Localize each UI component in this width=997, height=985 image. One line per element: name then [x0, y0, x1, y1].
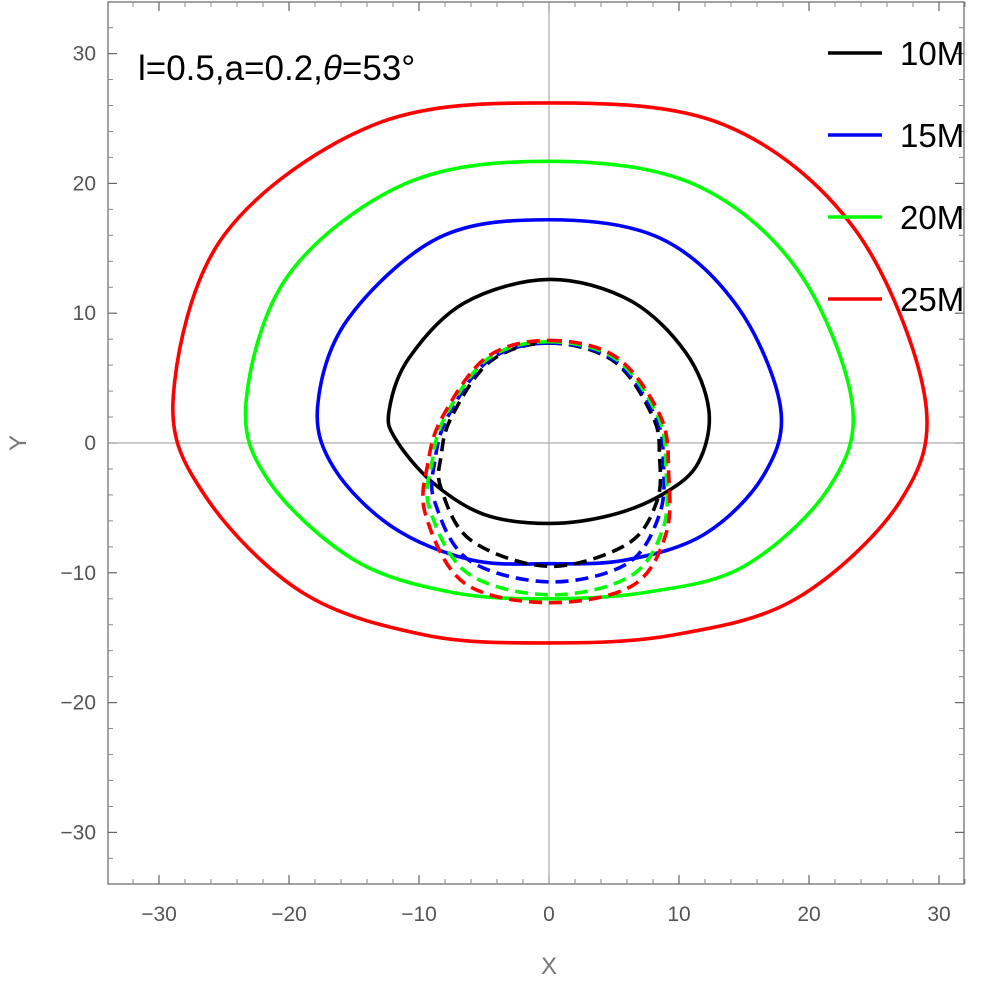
- x-tick-label: −30: [141, 903, 177, 926]
- curve-25M-dashed: [421, 338, 672, 605]
- y-tick-label: −10: [60, 562, 96, 585]
- legend: 10M 15M 20M 25M: [828, 35, 964, 318]
- x-tick-label: −20: [271, 903, 307, 926]
- y-axis-label: Y: [5, 435, 32, 451]
- curve-10M-solid: [386, 277, 712, 526]
- legend-label-25M: 25M: [900, 281, 964, 318]
- legend-label-15M: 15M: [900, 117, 964, 154]
- curve-20M-solid: [243, 159, 856, 601]
- curve-20M-dashed: [425, 339, 670, 597]
- y-tick-label: 30: [73, 43, 96, 66]
- y-tick-label: −20: [60, 692, 96, 715]
- y-tick-label: 20: [73, 172, 96, 195]
- annotation-text: l=0.5,a=0.2,θ=53°: [138, 49, 415, 88]
- y-tick-label: −30: [60, 821, 96, 844]
- legend-label-20M: 20M: [900, 199, 964, 236]
- curve-15M-solid: [315, 217, 784, 566]
- x-tick-label: −10: [401, 903, 437, 926]
- ticks-layer: −30 −20 −10 0 10 20 30 −30 −20 −10 0 10 20 30: [60, 1, 966, 926]
- curve-25M-solid: [171, 101, 929, 645]
- curves-layer: [171, 101, 929, 645]
- annotation-part-2: =53°: [342, 49, 415, 88]
- x-axis-label: X: [541, 953, 557, 980]
- x-tick-label: 10: [667, 903, 690, 926]
- legend-label-10M: 10M: [900, 35, 964, 72]
- annotation-part-0: l=0.5,a=0.2,: [138, 49, 323, 88]
- annotation-part-1: θ: [323, 49, 342, 88]
- x-tick-label: 20: [797, 903, 820, 926]
- x-tick-label: 30: [927, 903, 950, 926]
- y-tick-label: 0: [84, 432, 96, 455]
- y-tick-label: 10: [73, 302, 96, 325]
- x-tick-label: 0: [543, 903, 555, 926]
